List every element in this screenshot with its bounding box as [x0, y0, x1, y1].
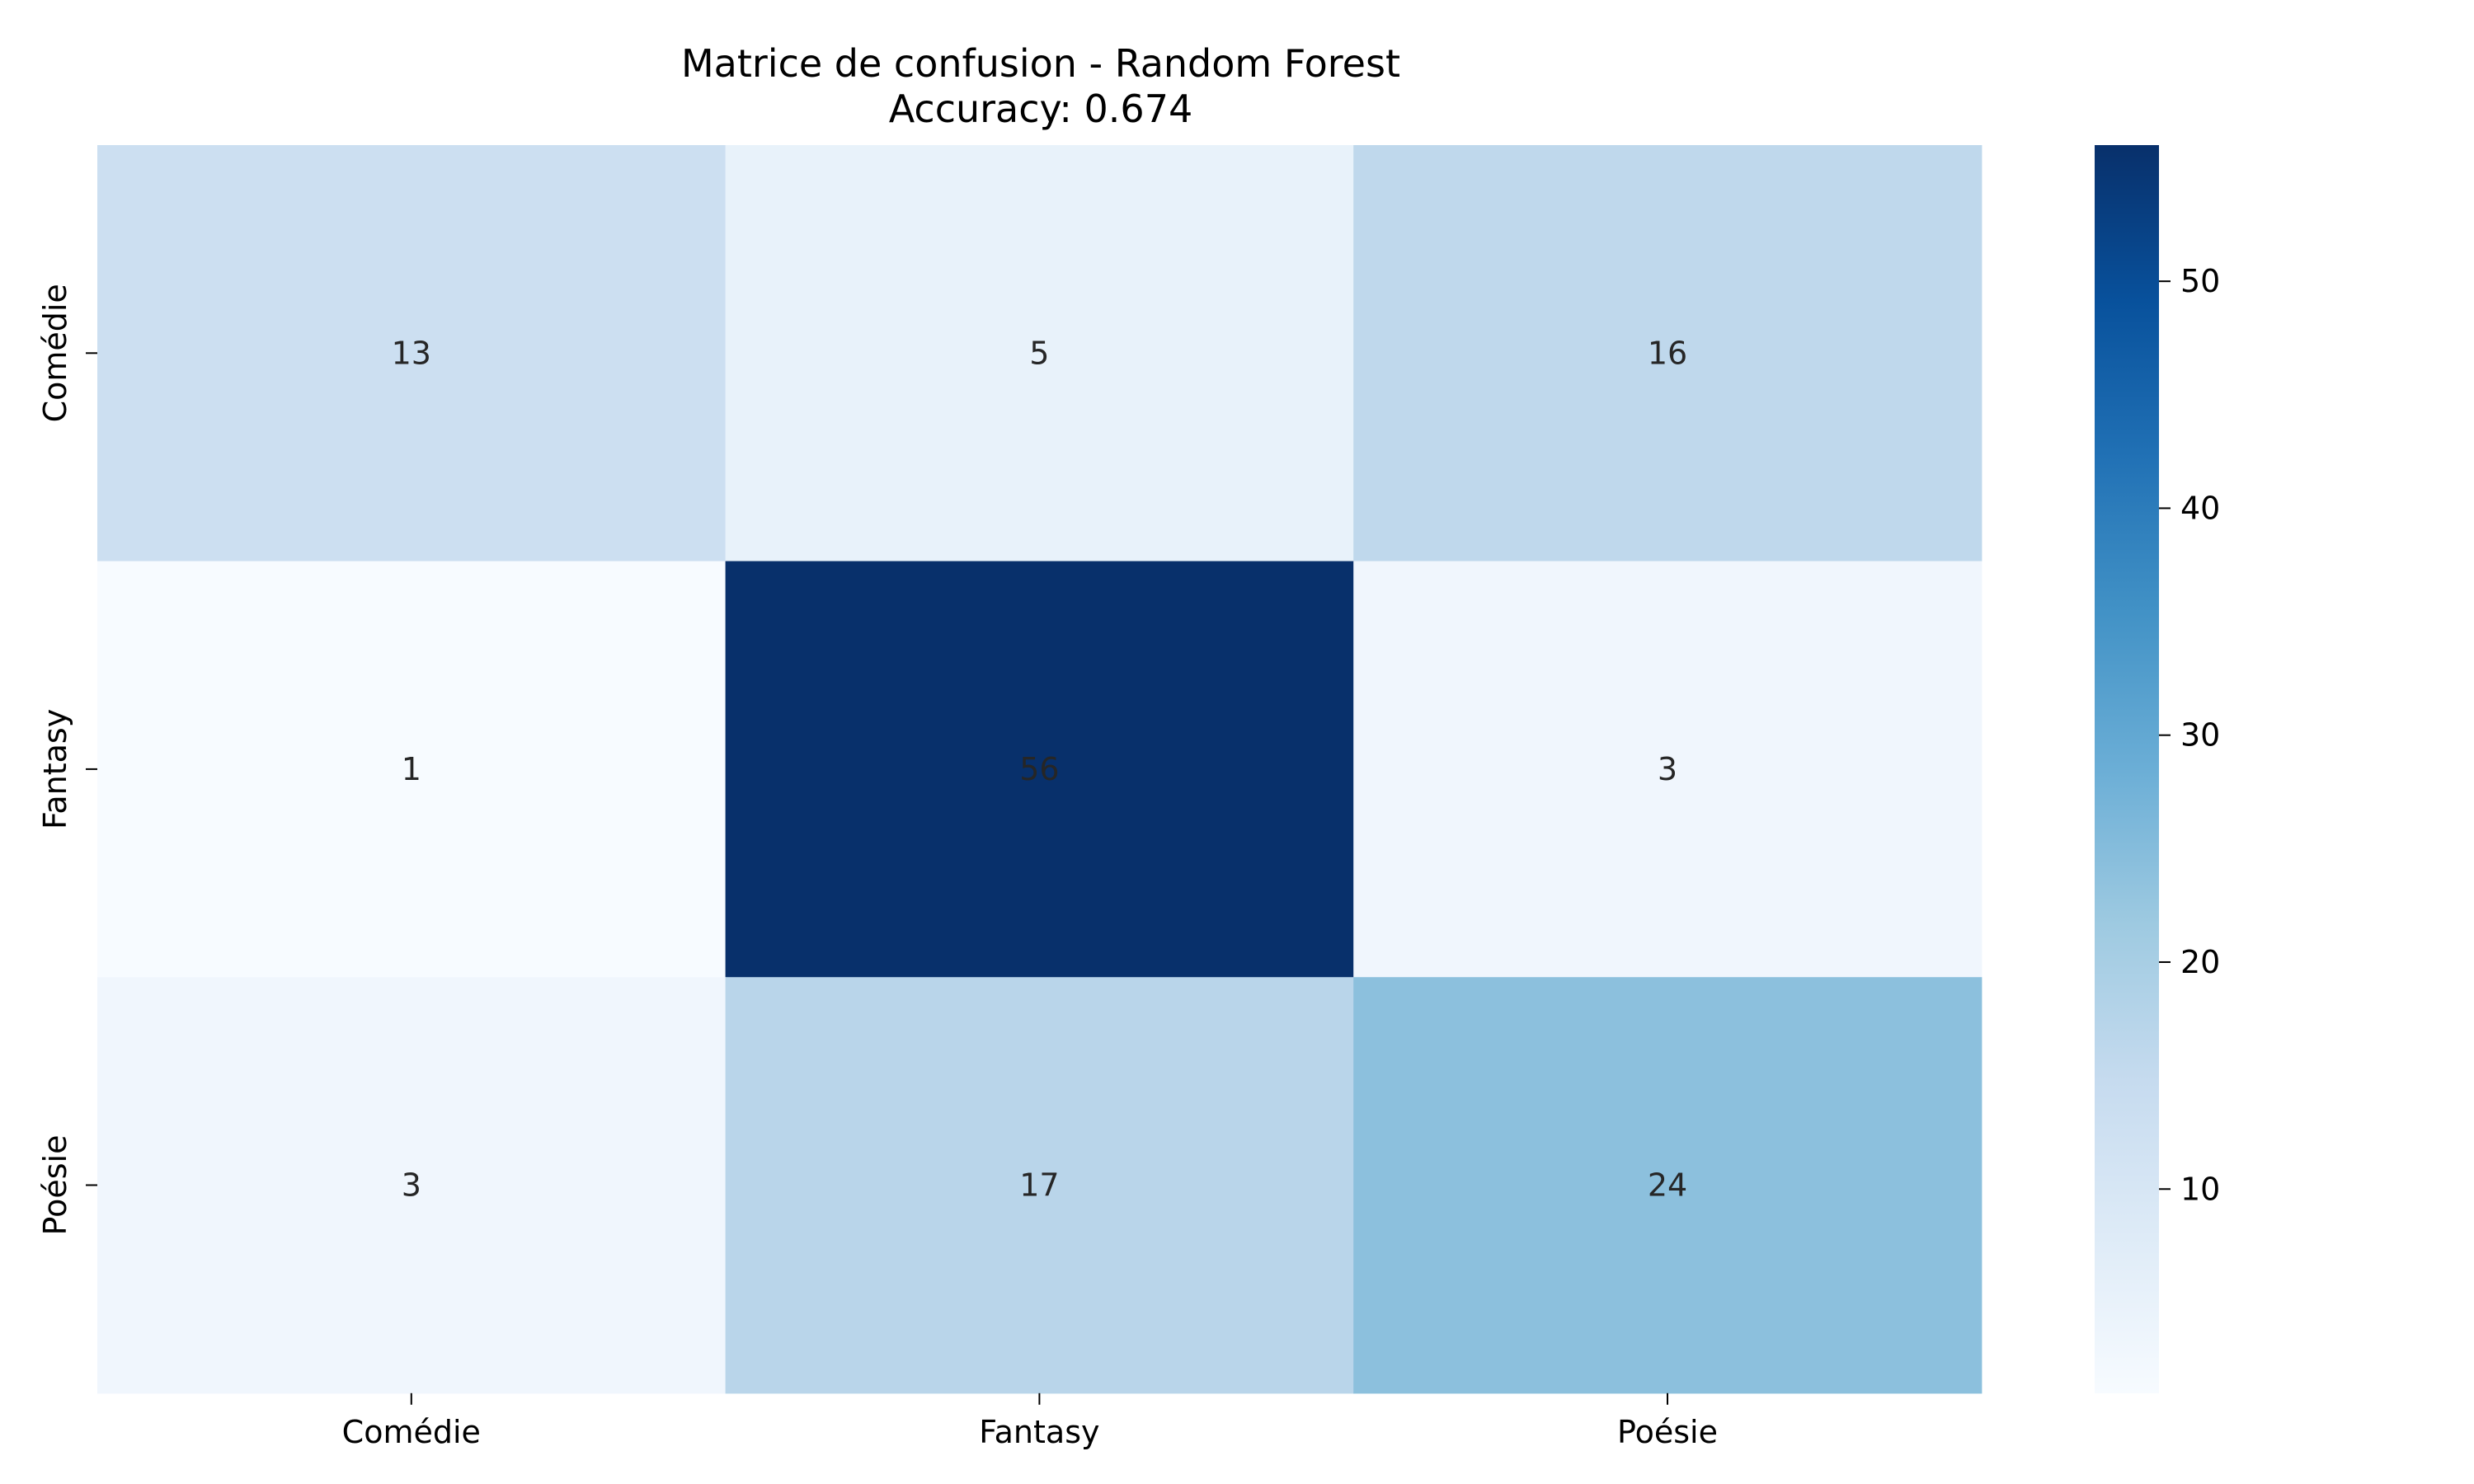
heatmap-cell	[1353, 145, 1982, 562]
heatmap-cell	[97, 145, 727, 562]
colorbar-ticks: 10 20 30 40 50	[2159, 263, 2220, 1207]
cell-value-label: 24	[1648, 1167, 1687, 1204]
x-tick-label: Poésie	[1617, 1414, 1718, 1450]
colorbar-tick-label: 30	[2180, 717, 2220, 754]
chart-title: Matrice de confusion - Random Forest	[681, 41, 1400, 86]
colorbar: 10 20 30 40 50	[2095, 145, 2220, 1393]
y-tick-label: Comédie	[37, 284, 73, 422]
colorbar-gradient	[2095, 145, 2159, 1393]
colorbar-tick-label: 50	[2180, 263, 2220, 299]
y-axis: Comédie Fantasy Poésie	[37, 284, 97, 1235]
cell-value-label: 13	[392, 335, 431, 371]
cell-value-label: 56	[1019, 751, 1059, 787]
heatmap-cell	[725, 145, 1354, 562]
y-tick-label: Poésie	[37, 1135, 73, 1236]
colorbar-tick-label: 10	[2180, 1171, 2220, 1207]
chart-subtitle: Accuracy: 0.674	[889, 87, 1192, 131]
heatmap-cell	[1353, 977, 1982, 1394]
cell-value-label: 17	[1019, 1167, 1059, 1204]
heatmap-cell	[725, 561, 1354, 978]
heatmap-cells: 13 5 16 1 56 3 3 17 24	[97, 145, 1982, 1394]
y-tick-label: Fantasy	[37, 709, 73, 829]
cell-value-label: 3	[402, 1167, 421, 1204]
cell-value-label: 3	[1658, 751, 1677, 787]
x-tick-label: Fantasy	[979, 1414, 1099, 1450]
colorbar-tick-label: 40	[2180, 490, 2220, 526]
heatmap-cell	[725, 977, 1354, 1394]
cell-value-label: 1	[402, 751, 421, 787]
colorbar-tick-label: 20	[2180, 944, 2220, 980]
heatmap-cell	[97, 977, 727, 1394]
heatmap-cell	[1353, 561, 1982, 978]
cell-value-label: 16	[1648, 335, 1687, 371]
x-axis: Comédie Fantasy Poésie	[342, 1392, 1718, 1450]
cell-value-label: 5	[1029, 335, 1049, 371]
x-tick-label: Comédie	[342, 1414, 481, 1450]
heatmap-cell	[97, 561, 727, 978]
